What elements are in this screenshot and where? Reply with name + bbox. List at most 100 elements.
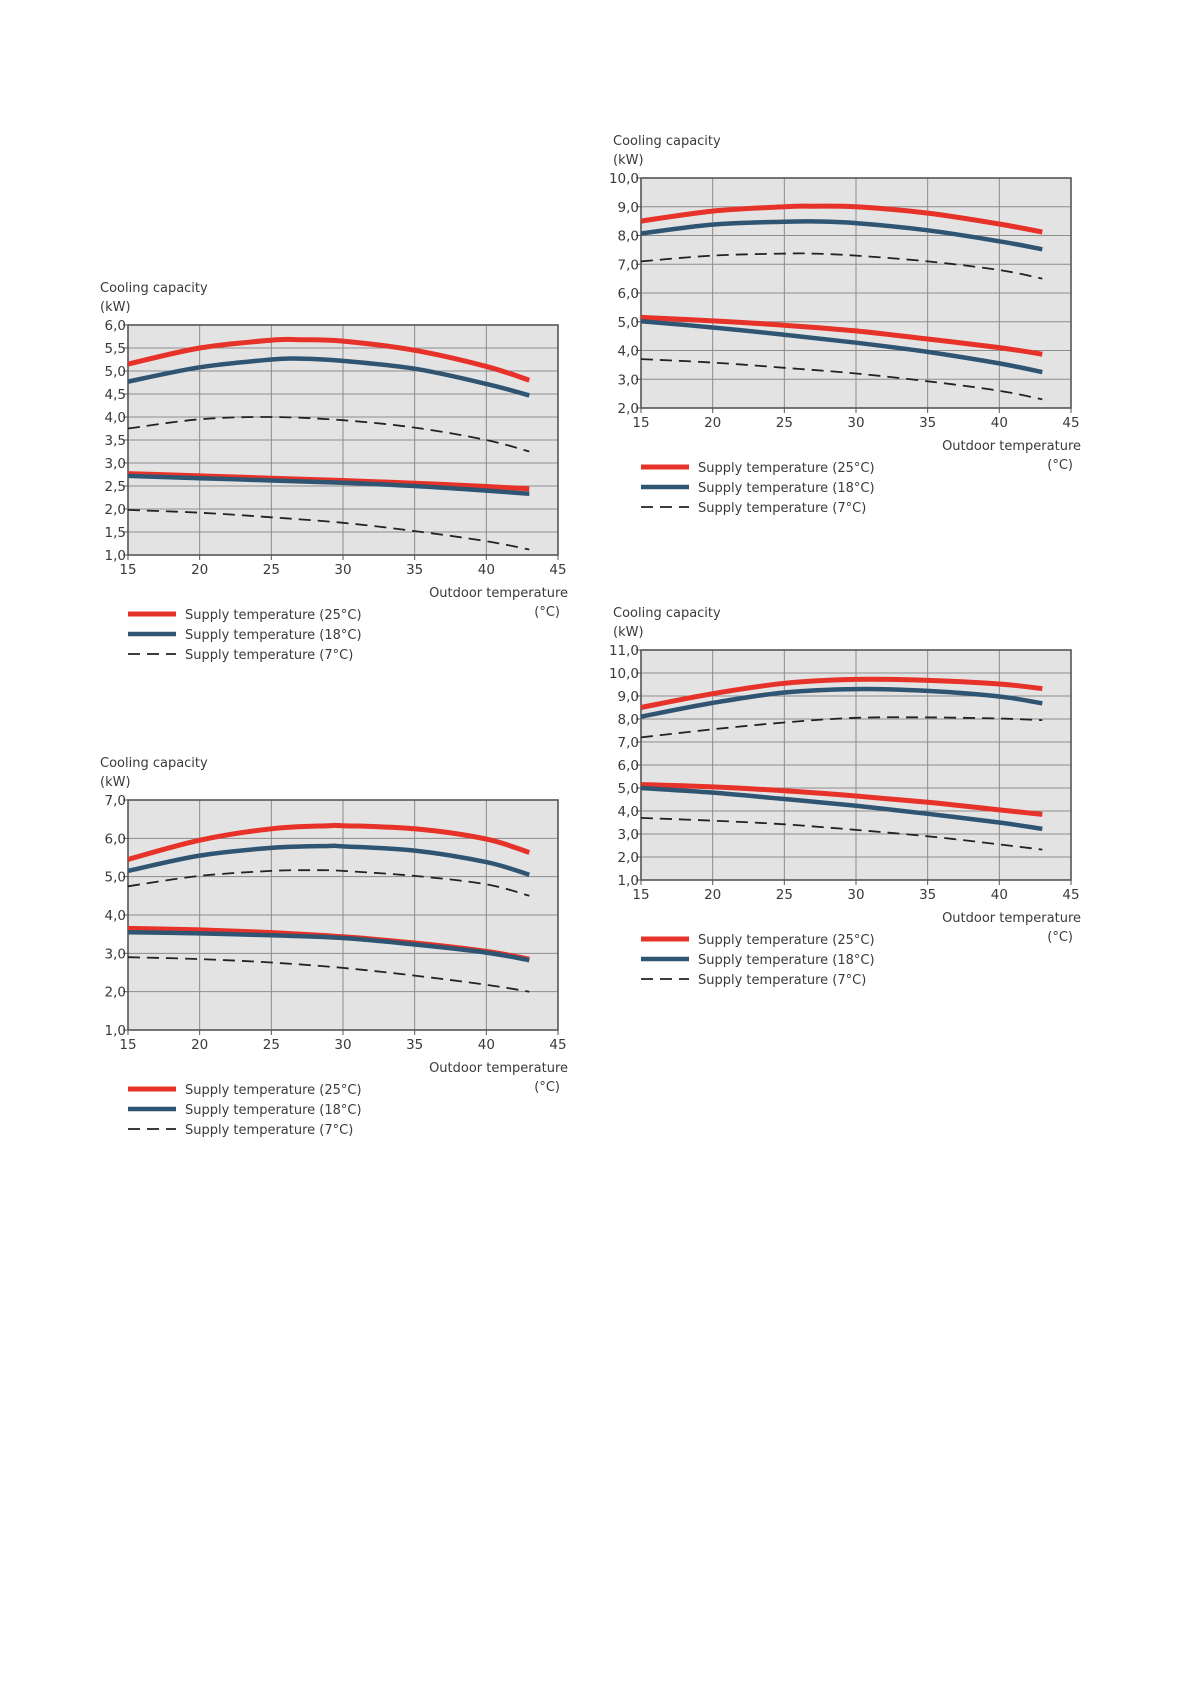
plot-frame xyxy=(127,324,559,556)
y-axis-label: Cooling capacity xyxy=(613,606,721,621)
cooling-chart-4: Cooling capacity (kW) 15 20 25 30 35 40 45 1,0 2,0… xyxy=(609,605,1089,988)
y-tick-label: 5,5 xyxy=(105,341,126,357)
y-axis-unit: (kW) xyxy=(100,775,131,790)
legend-label: Supply temperature (7°C) xyxy=(185,648,353,663)
series-line-blue xyxy=(640,219,1043,252)
y-tick-label: 10,0 xyxy=(609,171,639,187)
x-tick-label: 40 xyxy=(478,1037,495,1053)
legend-label: Supply temperature (25°C) xyxy=(185,608,362,623)
y-tick-label: 5,0 xyxy=(105,870,126,886)
y-tick-label: 3,0 xyxy=(105,456,126,472)
x-tick-label: 15 xyxy=(119,1037,136,1053)
y-tick-label: 1,0 xyxy=(618,873,639,889)
series-line-blue xyxy=(640,318,1043,375)
y-tick-label: 4,0 xyxy=(105,908,126,924)
legend-label: Supply temperature (18°C) xyxy=(185,1103,362,1118)
series-line-red xyxy=(640,314,1043,357)
y-tick-label: 2,0 xyxy=(105,502,126,518)
y-tick-label: 3,0 xyxy=(618,827,639,843)
y-tick-label: 7,0 xyxy=(618,257,639,273)
x-tick-label: 40 xyxy=(478,562,495,578)
y-tick-label: 3,0 xyxy=(105,946,126,962)
y-tick-label: 11,0 xyxy=(609,643,639,659)
series-line-dashed xyxy=(640,252,1043,280)
x-tick-label: 35 xyxy=(919,887,936,903)
series-line-dashed xyxy=(127,956,530,993)
series-line-dashed xyxy=(127,869,530,897)
series-line-red xyxy=(127,822,531,862)
x-axis-unit: (°C) xyxy=(534,1080,560,1095)
x-tick-label: 45 xyxy=(1062,415,1079,431)
x-tick-label: 45 xyxy=(1062,887,1079,903)
x-tick-label: 35 xyxy=(406,562,423,578)
legend-label: Supply temperature (25°C) xyxy=(185,1083,362,1098)
y-tick-label: 1,5 xyxy=(105,525,126,541)
x-axis-label: Outdoor temperature xyxy=(942,911,1081,926)
y-tick-label: 8,0 xyxy=(618,229,639,245)
x-tick-label: 20 xyxy=(191,1037,208,1053)
y-tick-label: 5,0 xyxy=(618,315,639,331)
y-tick-label: 7,0 xyxy=(618,735,639,751)
x-tick-label: 30 xyxy=(847,887,864,903)
y-tick-label: 2,0 xyxy=(618,401,639,417)
series-line-red xyxy=(640,782,1043,817)
y-tick-label: 6,0 xyxy=(618,286,639,302)
series-line-blue xyxy=(127,930,530,963)
y-tick-label: 4,0 xyxy=(105,410,126,426)
y-axis-unit: (kW) xyxy=(100,300,131,315)
plot-frame xyxy=(640,649,1072,881)
legend-label: Supply temperature (18°C) xyxy=(185,628,362,643)
y-tick-label: 2,0 xyxy=(105,985,126,1001)
x-axis-unit: (°C) xyxy=(1047,458,1073,473)
x-tick-label: 15 xyxy=(632,887,649,903)
series-line-dashed xyxy=(640,358,1043,401)
y-tick-label: 7,0 xyxy=(105,793,126,809)
x-tick-label: 25 xyxy=(776,415,793,431)
x-tick-label: 15 xyxy=(119,562,136,578)
y-tick-label: 9,0 xyxy=(618,200,639,216)
y-axis-unit: (kW) xyxy=(613,153,644,168)
legend-label: Supply temperature (18°C) xyxy=(698,481,875,496)
x-axis-unit: (°C) xyxy=(534,605,560,620)
series-line-blue xyxy=(640,686,1043,719)
series-line-red xyxy=(127,336,531,383)
cooling-chart-2: Cooling capacity (kW) 15 20 25 30 35 40 45 1,0 2,0… xyxy=(96,755,576,1138)
chart-svg: Cooling capacity (kW) 15 20 25 30 35 40 45 1,0 1,5… xyxy=(100,281,568,663)
x-tick-label: 45 xyxy=(549,1037,566,1053)
x-tick-label: 15 xyxy=(632,415,649,431)
y-tick-label: 8,0 xyxy=(618,712,639,728)
x-tick-label: 30 xyxy=(334,1037,351,1053)
y-tick-label: 2,5 xyxy=(105,479,126,495)
legend-label: Supply temperature (7°C) xyxy=(698,501,866,516)
y-tick-label: 6,0 xyxy=(105,831,126,847)
plot-frame xyxy=(640,177,1072,409)
y-tick-label: 10,0 xyxy=(609,666,639,682)
y-tick-label: 3,5 xyxy=(105,433,126,449)
y-tick-label: 2,0 xyxy=(618,850,639,866)
y-tick-label: 9,0 xyxy=(618,689,639,705)
x-tick-label: 30 xyxy=(847,415,864,431)
y-tick-label: 4,0 xyxy=(618,804,639,820)
legend-label: Supply temperature (7°C) xyxy=(698,973,866,988)
x-axis-unit: (°C) xyxy=(1047,930,1073,945)
legend-label: Supply temperature (18°C) xyxy=(698,953,875,968)
y-tick-label: 4,5 xyxy=(105,387,126,403)
plot-frame xyxy=(127,799,559,1031)
x-tick-label: 25 xyxy=(263,562,280,578)
y-tick-label: 1,0 xyxy=(105,1023,126,1039)
y-tick-label: 6,0 xyxy=(618,758,639,774)
series-line-blue xyxy=(127,473,530,497)
series-line-dashed xyxy=(640,716,1043,739)
x-axis-label: Outdoor temperature xyxy=(429,586,568,601)
series-line-blue xyxy=(127,843,530,877)
x-tick-label: 45 xyxy=(549,562,566,578)
x-tick-label: 20 xyxy=(191,562,208,578)
legend-label: Supply temperature (25°C) xyxy=(698,933,875,948)
y-axis-label: Cooling capacity xyxy=(100,281,208,296)
y-tick-label: 5,0 xyxy=(618,781,639,797)
y-tick-label: 1,0 xyxy=(105,548,126,564)
y-tick-label: 3,0 xyxy=(618,372,639,388)
x-tick-label: 20 xyxy=(704,415,721,431)
y-axis-unit: (kW) xyxy=(613,625,644,640)
cooling-chart-3: Cooling capacity (kW) 15 20 25 30 35 40 45 2,0 3,0… xyxy=(609,133,1089,516)
